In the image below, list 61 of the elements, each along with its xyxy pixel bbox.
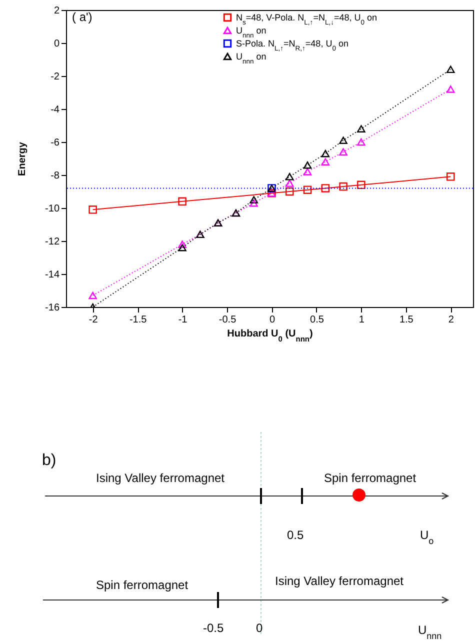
y-tick-label: -12 <box>45 236 60 248</box>
y-tick-label: -6 <box>50 138 60 148</box>
x-tick-label: 0.5 <box>310 314 324 326</box>
text: 0 <box>256 621 263 635</box>
point <box>303 186 312 194</box>
legend-label: U$_{nnn}$ on <box>236 26 266 39</box>
point <box>88 292 97 300</box>
point <box>88 206 97 214</box>
y-axis-title: Energy <box>17 142 28 176</box>
text: Ising Valley ferromagnet <box>275 574 404 588</box>
point <box>285 172 294 180</box>
y-tick-label: 0 <box>54 38 60 50</box>
text: U$_{o}$ <box>420 528 434 546</box>
annotation: ( a') <box>72 10 92 24</box>
x-tick-label: -0.5 <box>218 314 237 326</box>
y-tick-label: -16 <box>45 302 60 314</box>
y-tick-label: -2 <box>50 72 60 82</box>
x-tick-label: 0 <box>269 314 276 326</box>
x-tick-label: -1.5 <box>129 314 148 326</box>
point <box>250 196 258 204</box>
text: -0.5 <box>203 621 224 635</box>
x-axis-title: Hubbard U$_{0}$ (U$_{nnn}$) <box>227 328 313 343</box>
point <box>285 187 294 196</box>
point <box>321 184 330 192</box>
y-tick-label: -4 <box>50 104 60 116</box>
x-tick-label: -2 <box>88 314 98 326</box>
y-tick-label: -10 <box>45 204 60 214</box>
point <box>250 199 258 207</box>
x-tick-label: -1 <box>178 314 188 326</box>
legend-label: U$_{nnn}$ on <box>236 52 266 65</box>
point <box>303 168 312 176</box>
point <box>446 86 455 93</box>
text: U$_{nnn}$ <box>418 623 442 641</box>
point <box>178 197 186 206</box>
text: Spin ferromagnet <box>324 471 417 485</box>
point <box>357 138 366 146</box>
point <box>321 150 330 158</box>
point <box>357 180 366 190</box>
legend-label: S-Pola. N$_{L,↑}$=N$_{R,↑}$=48, U$_{0}$ on <box>236 38 348 52</box>
point <box>321 158 330 166</box>
point <box>339 148 348 156</box>
point <box>446 66 455 74</box>
text: b) <box>42 452 56 469</box>
text: Ising Valley ferromagnet <box>96 471 226 485</box>
point <box>178 240 186 248</box>
x-tick-label: 1.5 <box>399 314 414 326</box>
point <box>303 161 312 169</box>
text: 0.5 <box>287 528 304 542</box>
point <box>285 180 294 187</box>
point <box>357 125 366 132</box>
y-tick-label: 2 <box>54 6 60 16</box>
point <box>178 244 186 252</box>
point <box>339 136 348 144</box>
text: Spin ferromagnet <box>96 578 189 592</box>
x-tick-label: 2 <box>448 314 454 326</box>
text: N$_{s}$=48, V-Pola. N$_{L,↑}$=N$_{L,↓}$=48, U$_{0}$ on <box>236 12 378 26</box>
point <box>339 182 348 191</box>
point <box>446 172 455 181</box>
y-tick-label: -14 <box>45 270 60 280</box>
x-tick-label: 1 <box>358 314 365 326</box>
y-tick-label: -8 <box>50 170 60 182</box>
